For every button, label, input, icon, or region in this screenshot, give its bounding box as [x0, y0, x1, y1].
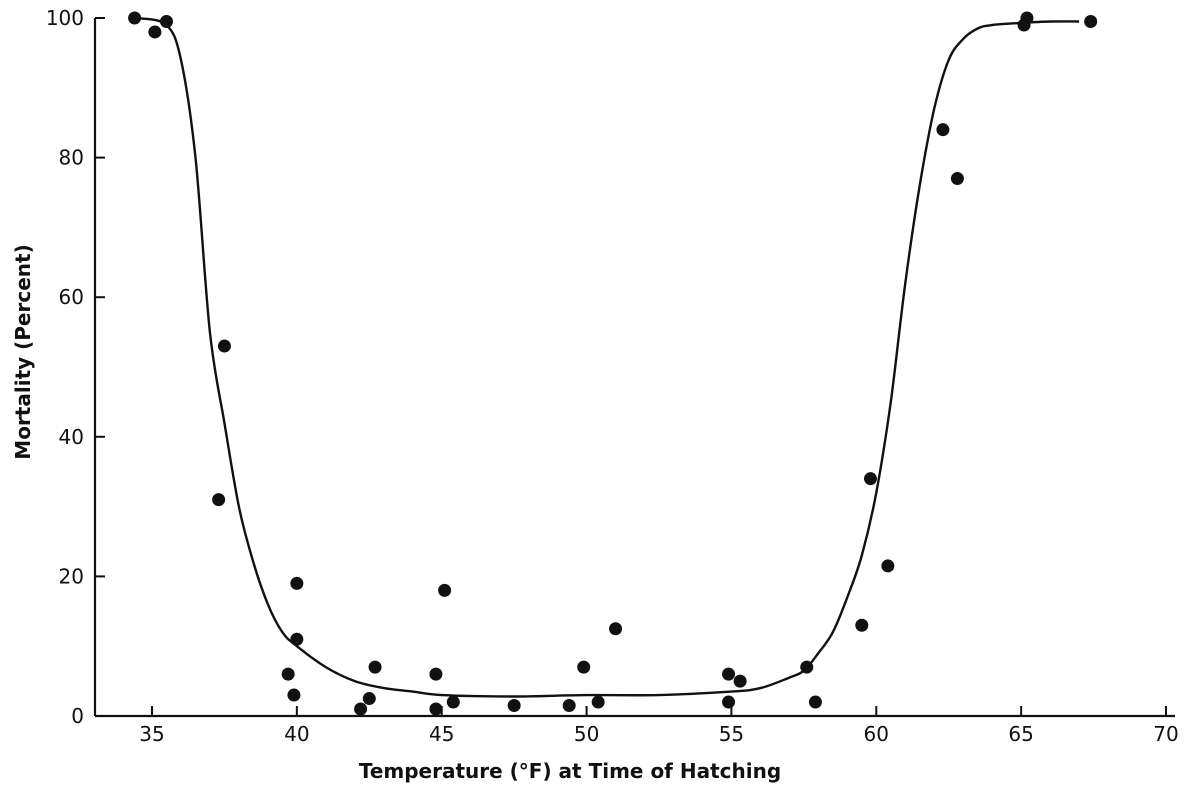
- data-point: [287, 688, 301, 702]
- x-tick-label: 55: [719, 722, 744, 746]
- fitted-mortality-curve: [137, 16, 1080, 698]
- x-tick-label: 65: [1008, 722, 1033, 746]
- x-tick-label: 35: [139, 722, 164, 746]
- data-point: [290, 576, 304, 590]
- y-tick-label: 20: [59, 564, 84, 588]
- data-point: [507, 699, 521, 713]
- data-point: [881, 559, 895, 573]
- data-point: [128, 11, 142, 25]
- data-point: [159, 14, 173, 28]
- y-tick-label: 100: [46, 6, 84, 30]
- y-axis-title: Mortality (Percent): [11, 244, 35, 459]
- data-point: [863, 472, 877, 486]
- axes: [93, 18, 1175, 718]
- data-point: [354, 702, 368, 716]
- data-point: [722, 667, 736, 681]
- data-point: [1084, 14, 1098, 28]
- data-point: [429, 667, 443, 681]
- data-point: [368, 660, 382, 674]
- y-ticks: 0 20 40 60 80 100: [46, 6, 105, 728]
- data-point: [438, 583, 452, 597]
- data-point: [281, 667, 295, 681]
- data-point: [808, 695, 822, 709]
- data-point: [217, 339, 231, 353]
- data-point: [936, 123, 950, 137]
- data-point: [1020, 11, 1034, 25]
- x-tick-label: 70: [1153, 722, 1178, 746]
- x-ticks: 35 40 45 50 55 60 65 70: [139, 706, 1179, 746]
- data-point: [855, 618, 869, 632]
- data-point: [733, 674, 747, 688]
- x-tick-label: 50: [574, 722, 599, 746]
- data-point: [290, 632, 304, 646]
- data-point: [609, 622, 623, 636]
- data-point: [950, 172, 964, 186]
- data-point: [800, 660, 814, 674]
- x-tick-label: 45: [429, 722, 454, 746]
- y-tick-label: 80: [59, 146, 84, 170]
- x-axis-title: Temperature (°F) at Time of Hatching: [359, 759, 781, 783]
- data-points: [128, 11, 1098, 716]
- y-tick-label: 40: [59, 425, 84, 449]
- data-point: [577, 660, 591, 674]
- y-tick-label: 60: [59, 285, 84, 309]
- data-point: [429, 702, 443, 716]
- x-tick-label: 60: [864, 722, 889, 746]
- data-point: [591, 695, 605, 709]
- data-point: [148, 25, 162, 39]
- x-tick-label: 40: [284, 722, 309, 746]
- data-point: [212, 493, 226, 507]
- data-point: [562, 699, 576, 713]
- data-point: [446, 695, 460, 709]
- data-point: [362, 692, 376, 706]
- y-tick-label: 0: [71, 704, 84, 728]
- data-point: [722, 695, 736, 709]
